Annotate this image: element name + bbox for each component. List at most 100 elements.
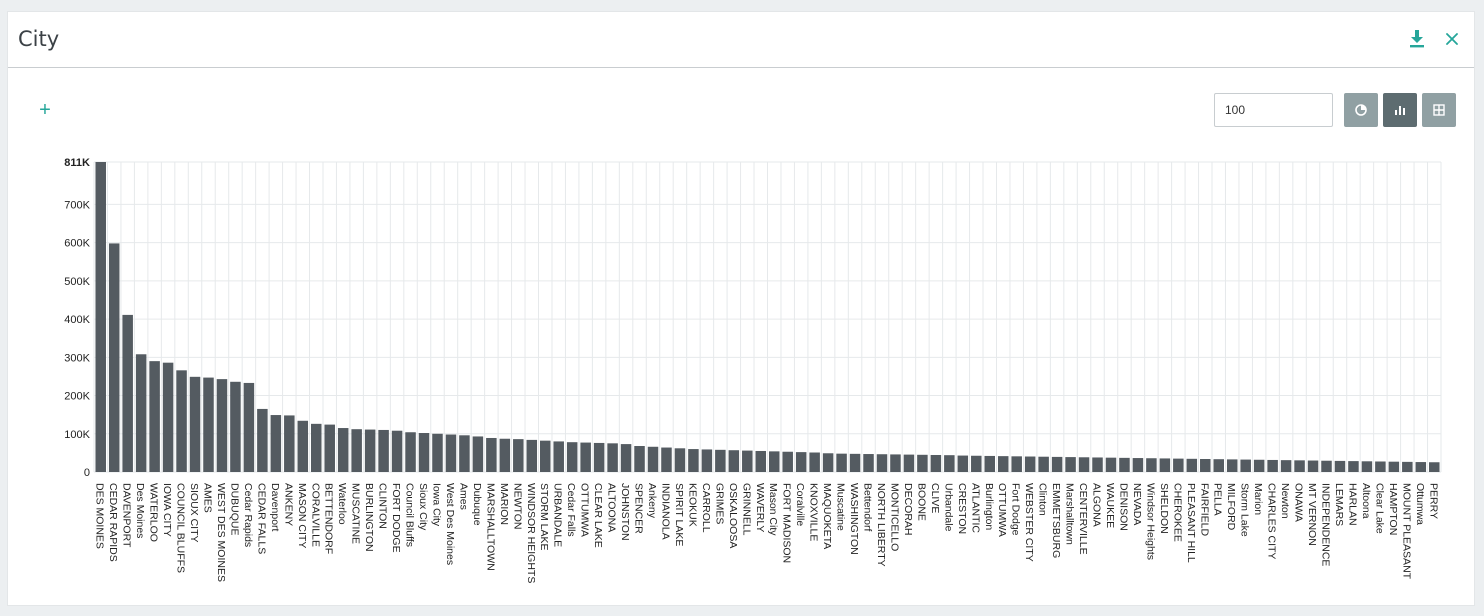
bar[interactable] — [1065, 457, 1076, 472]
bar[interactable] — [1105, 457, 1117, 472]
bar[interactable] — [122, 314, 133, 472]
bar[interactable] — [566, 442, 578, 472]
bar[interactable] — [971, 455, 982, 472]
bar[interactable] — [108, 243, 120, 472]
bar[interactable] — [95, 162, 106, 472]
bar[interactable] — [553, 441, 564, 472]
bar[interactable] — [674, 448, 686, 472]
bar[interactable] — [149, 361, 160, 472]
bar[interactable] — [809, 452, 820, 472]
bar[interactable] — [432, 433, 443, 472]
bar[interactable] — [634, 446, 645, 472]
bar[interactable] — [1388, 461, 1400, 472]
bar[interactable] — [405, 432, 416, 472]
bar[interactable] — [203, 377, 214, 472]
bar[interactable] — [1415, 462, 1427, 472]
bar[interactable] — [297, 420, 309, 472]
bar[interactable] — [647, 446, 659, 472]
bar[interactable] — [849, 453, 861, 472]
bar[interactable] — [580, 442, 591, 472]
bar[interactable] — [472, 436, 484, 472]
bar[interactable] — [1348, 461, 1359, 472]
bar[interactable] — [890, 454, 901, 472]
bar[interactable] — [486, 437, 497, 472]
bar[interactable] — [688, 449, 699, 472]
bar[interactable] — [391, 430, 403, 472]
bar[interactable] — [513, 439, 524, 472]
bar[interactable] — [1146, 458, 1157, 472]
bar[interactable] — [1226, 459, 1238, 472]
bar[interactable] — [1429, 462, 1440, 472]
bar[interactable] — [876, 454, 888, 472]
bar[interactable] — [216, 379, 228, 472]
bar[interactable] — [378, 429, 389, 472]
bar[interactable] — [1119, 457, 1130, 472]
bar[interactable] — [742, 450, 753, 472]
bar[interactable] — [1051, 456, 1063, 472]
bar[interactable] — [930, 454, 942, 472]
bar[interactable] — [526, 439, 538, 472]
close-button[interactable] — [1441, 28, 1463, 50]
bar[interactable] — [593, 442, 605, 472]
bar[interactable] — [418, 433, 430, 472]
bar[interactable] — [459, 435, 470, 472]
bar[interactable] — [1334, 460, 1346, 472]
bar[interactable] — [243, 382, 255, 472]
bar[interactable] — [1402, 461, 1413, 472]
bar[interactable] — [499, 438, 511, 472]
bar[interactable] — [1321, 460, 1332, 472]
bar[interactable] — [1294, 460, 1305, 472]
bar[interactable] — [822, 453, 834, 472]
bar[interactable] — [337, 428, 349, 472]
bar[interactable] — [162, 362, 174, 472]
pie-view-button[interactable] — [1344, 93, 1378, 127]
bar[interactable] — [230, 381, 241, 472]
bar[interactable] — [620, 444, 632, 472]
bar[interactable] — [863, 454, 874, 472]
bar[interactable] — [768, 451, 780, 472]
bar[interactable] — [1024, 456, 1036, 472]
bar[interactable] — [917, 454, 928, 472]
bar[interactable] — [1011, 456, 1022, 472]
bar[interactable] — [755, 450, 767, 472]
bar[interactable] — [607, 443, 618, 472]
bar[interactable] — [1253, 459, 1265, 472]
bar[interactable] — [1092, 457, 1103, 472]
bar[interactable] — [715, 449, 726, 472]
bar[interactable] — [782, 451, 793, 472]
bar[interactable] — [795, 452, 807, 472]
bar[interactable] — [445, 434, 457, 472]
bar[interactable] — [957, 455, 969, 472]
bar[interactable] — [1240, 459, 1251, 472]
bar[interactable] — [728, 450, 740, 472]
bar[interactable] — [903, 454, 915, 472]
bar[interactable] — [1280, 460, 1292, 472]
bar[interactable] — [1213, 459, 1224, 472]
bar[interactable] — [189, 376, 201, 472]
bar[interactable] — [176, 370, 187, 472]
bar[interactable] — [1132, 458, 1144, 472]
bar[interactable] — [284, 415, 295, 472]
bar[interactable] — [270, 415, 282, 472]
bar[interactable] — [1361, 461, 1373, 472]
add-button[interactable]: + — [36, 100, 54, 120]
bar[interactable] — [539, 440, 551, 472]
bar[interactable] — [135, 354, 147, 472]
bar[interactable] — [661, 447, 672, 472]
bar[interactable] — [701, 449, 713, 472]
bar[interactable] — [311, 423, 322, 472]
bar[interactable] — [1038, 456, 1049, 472]
bar[interactable] — [351, 429, 362, 472]
bar[interactable] — [1078, 457, 1090, 472]
bar[interactable] — [1307, 460, 1319, 472]
bar[interactable] — [1267, 459, 1278, 472]
bar[interactable] — [836, 453, 847, 472]
table-view-button[interactable] — [1422, 93, 1456, 127]
bar[interactable] — [1159, 458, 1171, 472]
download-button[interactable] — [1406, 28, 1428, 50]
limit-input[interactable] — [1214, 93, 1333, 127]
bar-view-button[interactable] — [1383, 93, 1417, 127]
bar[interactable] — [1186, 458, 1198, 472]
bar[interactable] — [1200, 459, 1211, 472]
bar[interactable] — [257, 408, 268, 472]
